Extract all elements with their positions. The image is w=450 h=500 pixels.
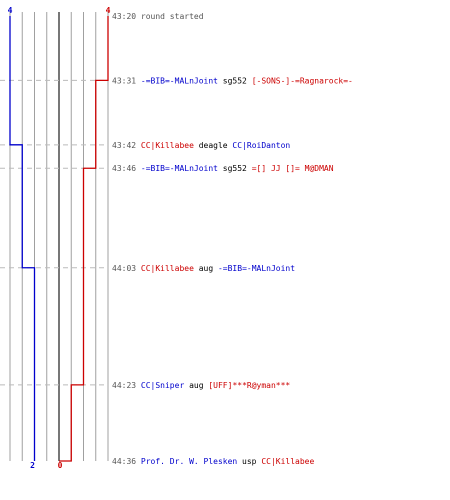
- event-row: 44:23 CC|Sniper aug [UFF]***R@yman***: [112, 381, 290, 390]
- event-time: 44:36: [112, 457, 141, 466]
- event-weapon: deagle: [194, 141, 233, 150]
- event-row: 44:36 Prof. Dr. W. Plesken usp CC|Killab…: [112, 457, 314, 466]
- event-player: [-SONS-]-=Ragnarock=-: [252, 76, 353, 85]
- event-row: 43:31 -=BIB=-MALnJoint sg552 [-SONS-]-=R…: [112, 76, 353, 85]
- event-weapon: sg552: [218, 164, 252, 173]
- event-player: -=BIB=-MALnJoint: [141, 76, 218, 85]
- event-row: 43:42 CC|Killabee deagle CC|RoiDanton: [112, 141, 290, 150]
- event-row: 43:46 -=BIB=-MALnJoint sg552 =[] JJ []= …: [112, 164, 334, 173]
- event-player: CC|Sniper: [141, 381, 185, 390]
- event-player: [UFF]***R@yman***: [208, 381, 290, 390]
- event-time: 44:23: [112, 381, 141, 390]
- event-row: 43:20 round started: [112, 12, 204, 21]
- event-row: 44:03 CC|Killabee aug -=BIB=-MALnJoint: [112, 264, 295, 273]
- event-message: round started: [141, 12, 204, 21]
- event-player: CC|RoiDanton: [232, 141, 290, 150]
- event-time: 43:46: [112, 164, 141, 173]
- event-player: -=BIB=-MALnJoint: [218, 264, 295, 273]
- team-a-end-count: 2: [30, 461, 35, 470]
- event-weapon: aug: [194, 264, 218, 273]
- team-b-alive-line: [59, 16, 109, 462]
- event-weapon: sg552: [218, 76, 252, 85]
- event-player: CC|Killabee: [141, 264, 194, 273]
- event-time: 43:42: [112, 141, 141, 150]
- event-player: Prof. Dr. W. Plesken: [141, 457, 238, 466]
- team-a-start-count: 4: [8, 6, 13, 15]
- team-b-end-count: 0: [58, 461, 63, 470]
- team-b-start-count: 4: [106, 6, 111, 15]
- event-player: CC|Killabee: [261, 457, 314, 466]
- event-time: 44:03: [112, 264, 141, 273]
- event-player: CC|Killabee: [141, 141, 194, 150]
- event-player: -=BIB=-MALnJoint: [141, 164, 218, 173]
- team-a-alive-line: [9, 16, 36, 461]
- event-player: =[] JJ []= M@DMAN: [252, 164, 334, 173]
- event-weapon: aug: [184, 381, 208, 390]
- event-time: 43:20: [112, 12, 141, 21]
- event-weapon: usp: [237, 457, 261, 466]
- event-time: 43:31: [112, 76, 141, 85]
